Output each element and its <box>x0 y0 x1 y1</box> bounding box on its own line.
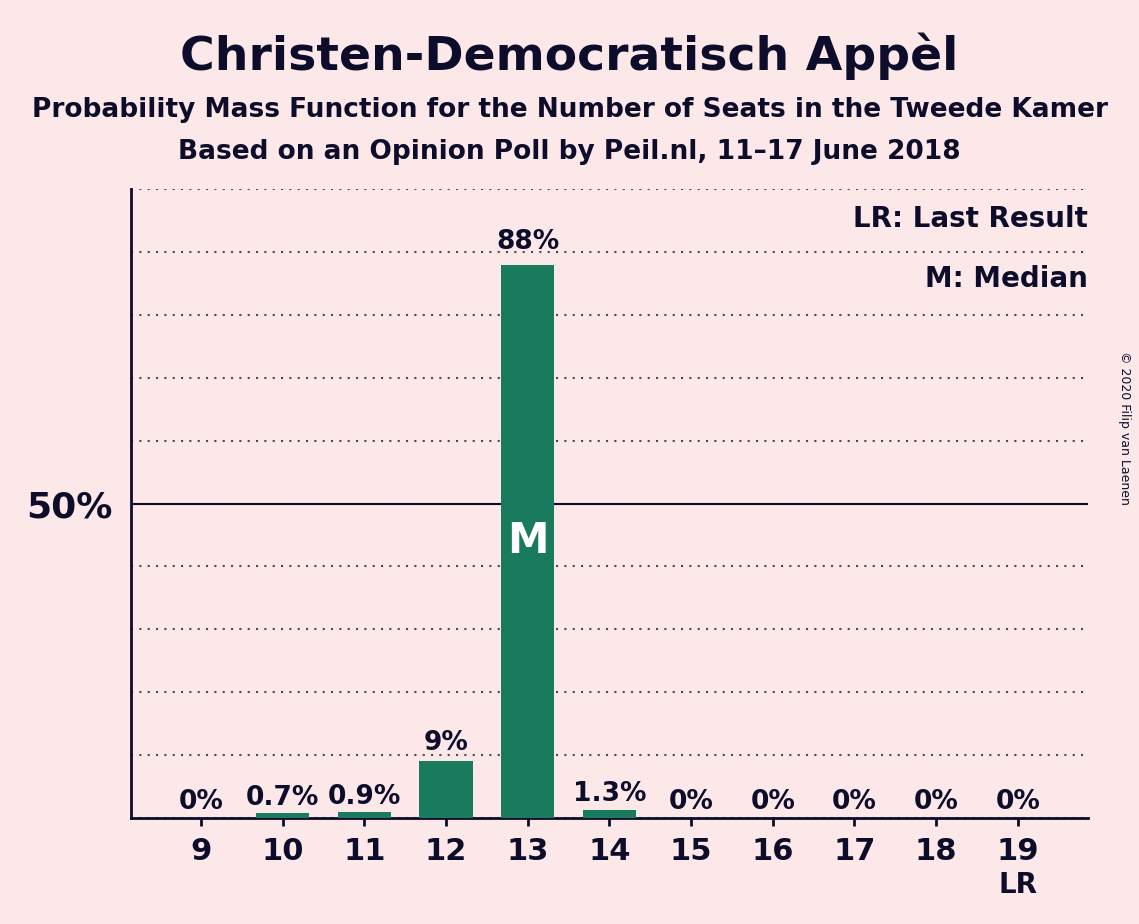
Bar <box>256 813 309 818</box>
Bar <box>338 812 391 818</box>
Text: 0%: 0% <box>669 788 713 815</box>
Text: 0.7%: 0.7% <box>246 784 319 811</box>
Text: Based on an Opinion Poll by Peil.nl, 11–17 June 2018: Based on an Opinion Poll by Peil.nl, 11–… <box>178 139 961 164</box>
Text: Probability Mass Function for the Number of Seats in the Tweede Kamer: Probability Mass Function for the Number… <box>32 97 1107 123</box>
Text: © 2020 Filip van Laenen: © 2020 Filip van Laenen <box>1117 351 1131 505</box>
Text: Christen-Democratisch Appèl: Christen-Democratisch Appèl <box>180 32 959 79</box>
Text: 1.3%: 1.3% <box>573 781 646 807</box>
Text: 88%: 88% <box>497 229 559 255</box>
Bar <box>501 265 555 818</box>
Text: LR: LR <box>998 871 1038 899</box>
Text: M: M <box>507 520 549 563</box>
Text: M: Median: M: Median <box>925 265 1088 293</box>
Text: 0%: 0% <box>831 788 877 815</box>
Text: 0%: 0% <box>179 788 223 815</box>
Bar <box>419 761 473 818</box>
Text: 0%: 0% <box>751 788 795 815</box>
Bar <box>583 809 636 818</box>
Text: LR: Last Result: LR: Last Result <box>853 205 1088 233</box>
Text: 9%: 9% <box>424 730 468 756</box>
Text: 0.9%: 0.9% <box>328 784 401 809</box>
Text: 0%: 0% <box>995 788 1040 815</box>
Text: 0%: 0% <box>913 788 959 815</box>
